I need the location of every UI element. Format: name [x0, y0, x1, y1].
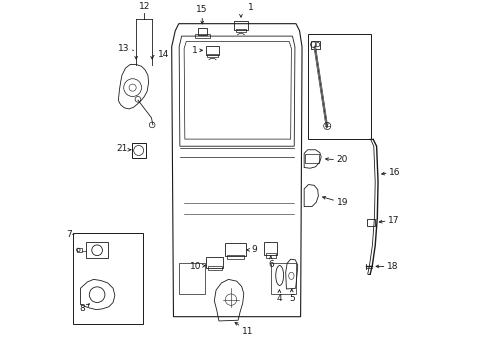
Text: 13: 13	[117, 44, 129, 53]
Bar	[86, 242, 107, 258]
Text: 5: 5	[289, 294, 295, 303]
Bar	[235, 29, 246, 32]
Text: 19: 19	[336, 198, 347, 207]
Text: 17: 17	[387, 216, 399, 225]
Text: 1: 1	[247, 3, 253, 12]
Bar	[308, 34, 370, 139]
Text: 7: 7	[66, 230, 72, 239]
Text: 16: 16	[388, 168, 400, 177]
Bar	[226, 255, 244, 259]
Text: 14: 14	[157, 50, 168, 59]
Text: 20: 20	[336, 155, 347, 164]
Bar	[270, 264, 295, 294]
Bar	[224, 243, 245, 256]
Bar	[194, 34, 209, 37]
Text: 4: 4	[276, 294, 282, 303]
Bar	[77, 248, 81, 252]
Bar	[205, 46, 219, 55]
Bar	[366, 219, 374, 226]
Bar	[304, 154, 319, 163]
Text: 11: 11	[241, 327, 253, 336]
Text: 6: 6	[268, 260, 274, 269]
Text: 9: 9	[250, 246, 256, 255]
Bar	[197, 28, 206, 35]
Bar	[206, 257, 223, 268]
Bar	[264, 242, 277, 255]
Text: 12: 12	[139, 2, 150, 11]
Bar	[311, 41, 320, 49]
Text: 21: 21	[116, 144, 127, 153]
Text: 8: 8	[79, 304, 84, 313]
Text: 1: 1	[191, 46, 197, 55]
Bar	[131, 143, 145, 158]
Text: 15: 15	[196, 5, 207, 14]
Text: 18: 18	[386, 262, 398, 271]
Bar	[207, 266, 222, 270]
Bar	[234, 21, 247, 30]
Bar	[265, 253, 275, 258]
Bar	[207, 54, 218, 57]
Bar	[73, 233, 142, 324]
Bar	[179, 264, 205, 294]
Text: 10: 10	[189, 262, 201, 271]
